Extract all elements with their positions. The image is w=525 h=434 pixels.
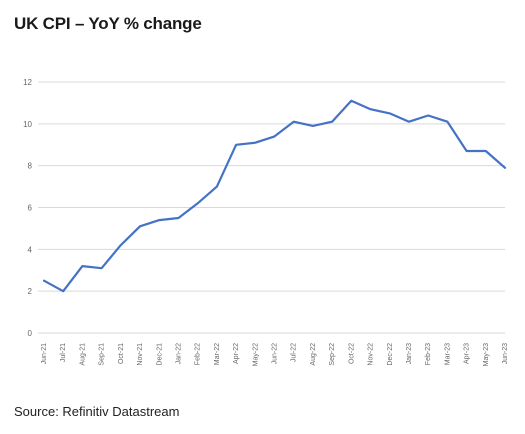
x-tick-label: Sep-22 xyxy=(329,343,336,366)
y-tick-label: 0 xyxy=(28,329,33,338)
x-tick-label: Feb-23 xyxy=(425,343,432,365)
x-tick-label: May-23 xyxy=(483,343,490,366)
x-tick-label: Mar-22 xyxy=(214,343,221,365)
x-tick-label: May-22 xyxy=(252,343,259,366)
x-tick-label: Jun-22 xyxy=(272,343,279,365)
x-tick-label: Nov-22 xyxy=(368,343,375,366)
x-tick-label: Apr-22 xyxy=(233,343,240,364)
x-tick-label: Sep-21 xyxy=(99,343,106,366)
x-tick-label: Dec-21 xyxy=(156,343,163,366)
x-tick-label: Apr-23 xyxy=(464,343,471,364)
y-tick-label: 4 xyxy=(28,245,33,254)
series-group xyxy=(42,99,507,293)
x-axis: Jun-21 Jul-21 Aug-21 Sep-21 Oct-21 Nov-21 Dec-… xyxy=(41,343,509,366)
x-tick-label: Mar-23 xyxy=(444,343,451,365)
y-tick-label: 8 xyxy=(28,162,33,171)
y-tick-label: 10 xyxy=(23,120,32,129)
x-tick-label: Feb-22 xyxy=(195,343,202,365)
y-axis: 0 2 4 6 8 10 12 xyxy=(23,78,32,338)
source-note: Source: Refinitiv Datastream xyxy=(14,404,180,419)
x-tick-label: Dec-22 xyxy=(387,343,394,366)
x-tick-label: Jun-23 xyxy=(502,343,509,365)
y-tick-label: 2 xyxy=(28,287,33,296)
x-tick-label: Jun-21 xyxy=(41,343,48,365)
chart-title: UK CPI – YoY % change xyxy=(14,14,202,33)
x-tick-label: Oct-22 xyxy=(348,343,355,364)
x-tick-label: Aug-22 xyxy=(310,343,317,366)
x-tick-label: Nov-21 xyxy=(137,343,144,366)
x-tick-label: Aug-21 xyxy=(79,343,86,366)
x-tick-label: Jul-22 xyxy=(291,343,298,362)
x-tick-label: Jan-23 xyxy=(406,343,413,365)
x-tick-label: Jul-21 xyxy=(60,343,67,362)
series-line xyxy=(42,99,507,293)
y-tick-label: 12 xyxy=(23,78,32,87)
y-tick-label: 6 xyxy=(28,204,33,213)
grid-lines xyxy=(38,81,505,334)
x-tick-label: Oct-21 xyxy=(118,343,125,364)
x-tick-label: Jan-22 xyxy=(175,343,182,365)
